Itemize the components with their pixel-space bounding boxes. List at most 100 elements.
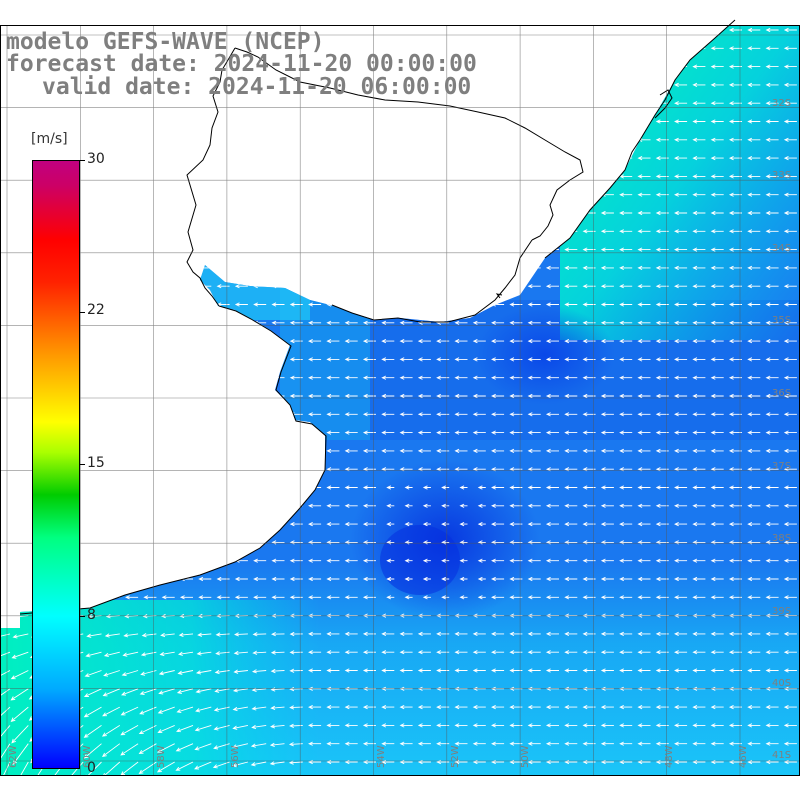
wind-arrow [545,521,559,527]
wind-arrow [509,357,523,362]
wind-arrow [747,46,761,51]
wind-arrow [161,357,175,362]
wind-arrow [253,430,267,435]
wind-arrow [344,101,358,106]
wind-arrow [198,485,212,490]
wind-arrow [710,101,724,106]
wind-arrow [454,375,468,380]
wind-arrow [83,706,102,718]
wind-arrow [477,595,486,600]
wind-arrow [747,82,761,88]
wind-arrow [125,595,139,600]
wind-arrow [454,448,468,454]
wind-arrow [765,430,779,435]
wind-arrow [344,155,358,161]
wind-arrow [582,155,596,161]
wind-arrow [545,284,559,289]
wind-arrow [216,576,230,582]
wind-arrow [143,101,157,106]
wind-arrow [216,375,230,380]
wind-arrow [216,357,230,362]
wind-arrow [326,247,340,252]
wind-arrow [600,595,614,600]
wind-arrow [234,595,248,600]
wind-arrow [783,155,797,161]
wind-arrow [344,521,358,527]
wind-arrow [88,448,102,454]
lat-label: 34S [772,243,791,254]
wind-arrow [783,521,797,527]
lon-label: 48W [664,745,675,768]
wind-arrow [308,210,322,216]
wind-arrow [472,375,486,380]
wind-arrow [143,430,157,435]
wind-arrow [194,724,212,732]
wind-arrow [747,302,761,307]
wind-arrow [143,119,157,124]
wind-arrow [308,448,322,454]
wind-arrow [582,101,596,106]
wind-arrow [326,393,340,399]
wind-arrow [509,741,523,746]
wind-arrow [15,357,29,362]
wind-arrow [271,485,285,490]
wind-arrow [765,558,779,563]
wind-arrow [106,430,120,435]
wind-arrow [564,686,578,691]
wind-arrow [600,668,614,673]
wind-arrow [491,576,505,582]
wind-arrow [198,540,212,545]
wind-arrow [198,174,212,179]
wind-arrow [582,46,596,51]
wind-arrow [399,229,413,234]
wind-arrow [289,650,303,655]
wind-arrow [271,320,285,325]
wind-arrow [326,284,340,289]
wind-arrow [289,320,303,325]
wind-arrow [747,558,761,563]
wind-arrow [454,393,468,399]
wind-arrow [15,155,29,161]
wind-arrow [564,704,578,710]
wind-arrow [619,650,633,655]
wind-arrow [179,521,193,527]
wind-arrow [106,375,120,380]
wind-arrow [545,540,559,545]
wind-arrow [106,485,120,490]
wind-arrow [83,743,102,759]
wind-arrow [161,558,175,563]
wind-arrow [765,119,779,124]
wind-arrow [362,485,376,490]
wind-arrow [386,595,395,600]
wind-arrow [271,210,285,216]
wind-arrow [674,155,688,161]
wind-arrow [234,375,248,380]
wind-arrow [619,82,633,88]
wind-arrow [140,651,157,657]
wind-arrow [527,704,541,710]
wind-arrow [477,485,486,490]
wind-arrow [0,284,10,289]
wind-arrow [344,668,358,673]
wind-arrow [765,357,779,362]
wind-arrow [161,375,175,380]
wind-arrow [619,668,633,673]
wind-arrow [783,174,797,179]
wind-arrow [381,338,395,344]
wind-arrow [545,64,559,69]
wind-arrow [253,119,267,124]
wind-arrow [308,521,322,527]
wind-arrow [674,650,688,655]
wind-arrow [216,338,230,344]
lon-label: 54W [376,745,387,768]
wind-arrow [783,741,797,746]
wind-arrow [765,393,779,399]
wind-arrow [381,229,395,234]
wind-arrow [326,595,340,600]
wind-arrow [472,741,486,746]
wind-arrow [308,412,322,417]
wind-arrow [143,229,157,234]
wind-arrow [362,229,376,234]
wind-arrow [70,119,84,124]
wind-arrow [491,192,505,197]
